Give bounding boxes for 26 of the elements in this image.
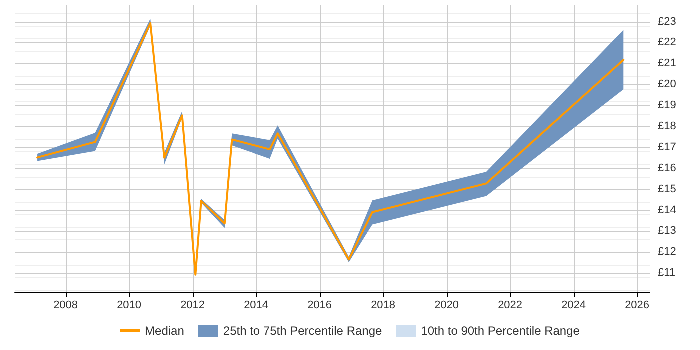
- x-tick-label: 2022: [498, 300, 523, 312]
- x-tick-label: 2014: [244, 300, 269, 312]
- y-tick-label: £17: [658, 141, 676, 154]
- y-tick-label: £14: [658, 204, 676, 216]
- y-tick-label: £16: [658, 162, 676, 174]
- x-tick-label: 2018: [371, 300, 396, 312]
- y-tick-label: £20: [658, 78, 676, 91]
- y-tick-label: £11: [658, 267, 676, 280]
- y-tick-label: £12: [658, 246, 676, 258]
- x-tick-label: 2008: [54, 300, 78, 312]
- legend-label: 10th to 90th Percentile Range: [421, 324, 580, 338]
- y-tick-label: £13: [658, 225, 676, 238]
- legend-label: Median: [145, 324, 184, 338]
- y-tick-label: £18: [658, 120, 676, 133]
- x-tick-label: 2012: [180, 300, 206, 312]
- x-tick-label: 2010: [117, 300, 142, 312]
- x-tick-label: 2016: [308, 300, 332, 312]
- y-tick-label: £23: [658, 16, 676, 28]
- x-tick-label: 2020: [434, 300, 460, 312]
- x-tick-label: 2024: [562, 300, 586, 312]
- y-tick-label: £22: [658, 36, 676, 49]
- x-tick-label: 2026: [625, 300, 650, 312]
- y-tick-label: £15: [658, 183, 676, 196]
- y-tick-label: £21: [658, 58, 676, 70]
- y-tick-label: £19: [658, 100, 676, 112]
- legend-label: 25th to 75th Percentile Range: [223, 324, 383, 338]
